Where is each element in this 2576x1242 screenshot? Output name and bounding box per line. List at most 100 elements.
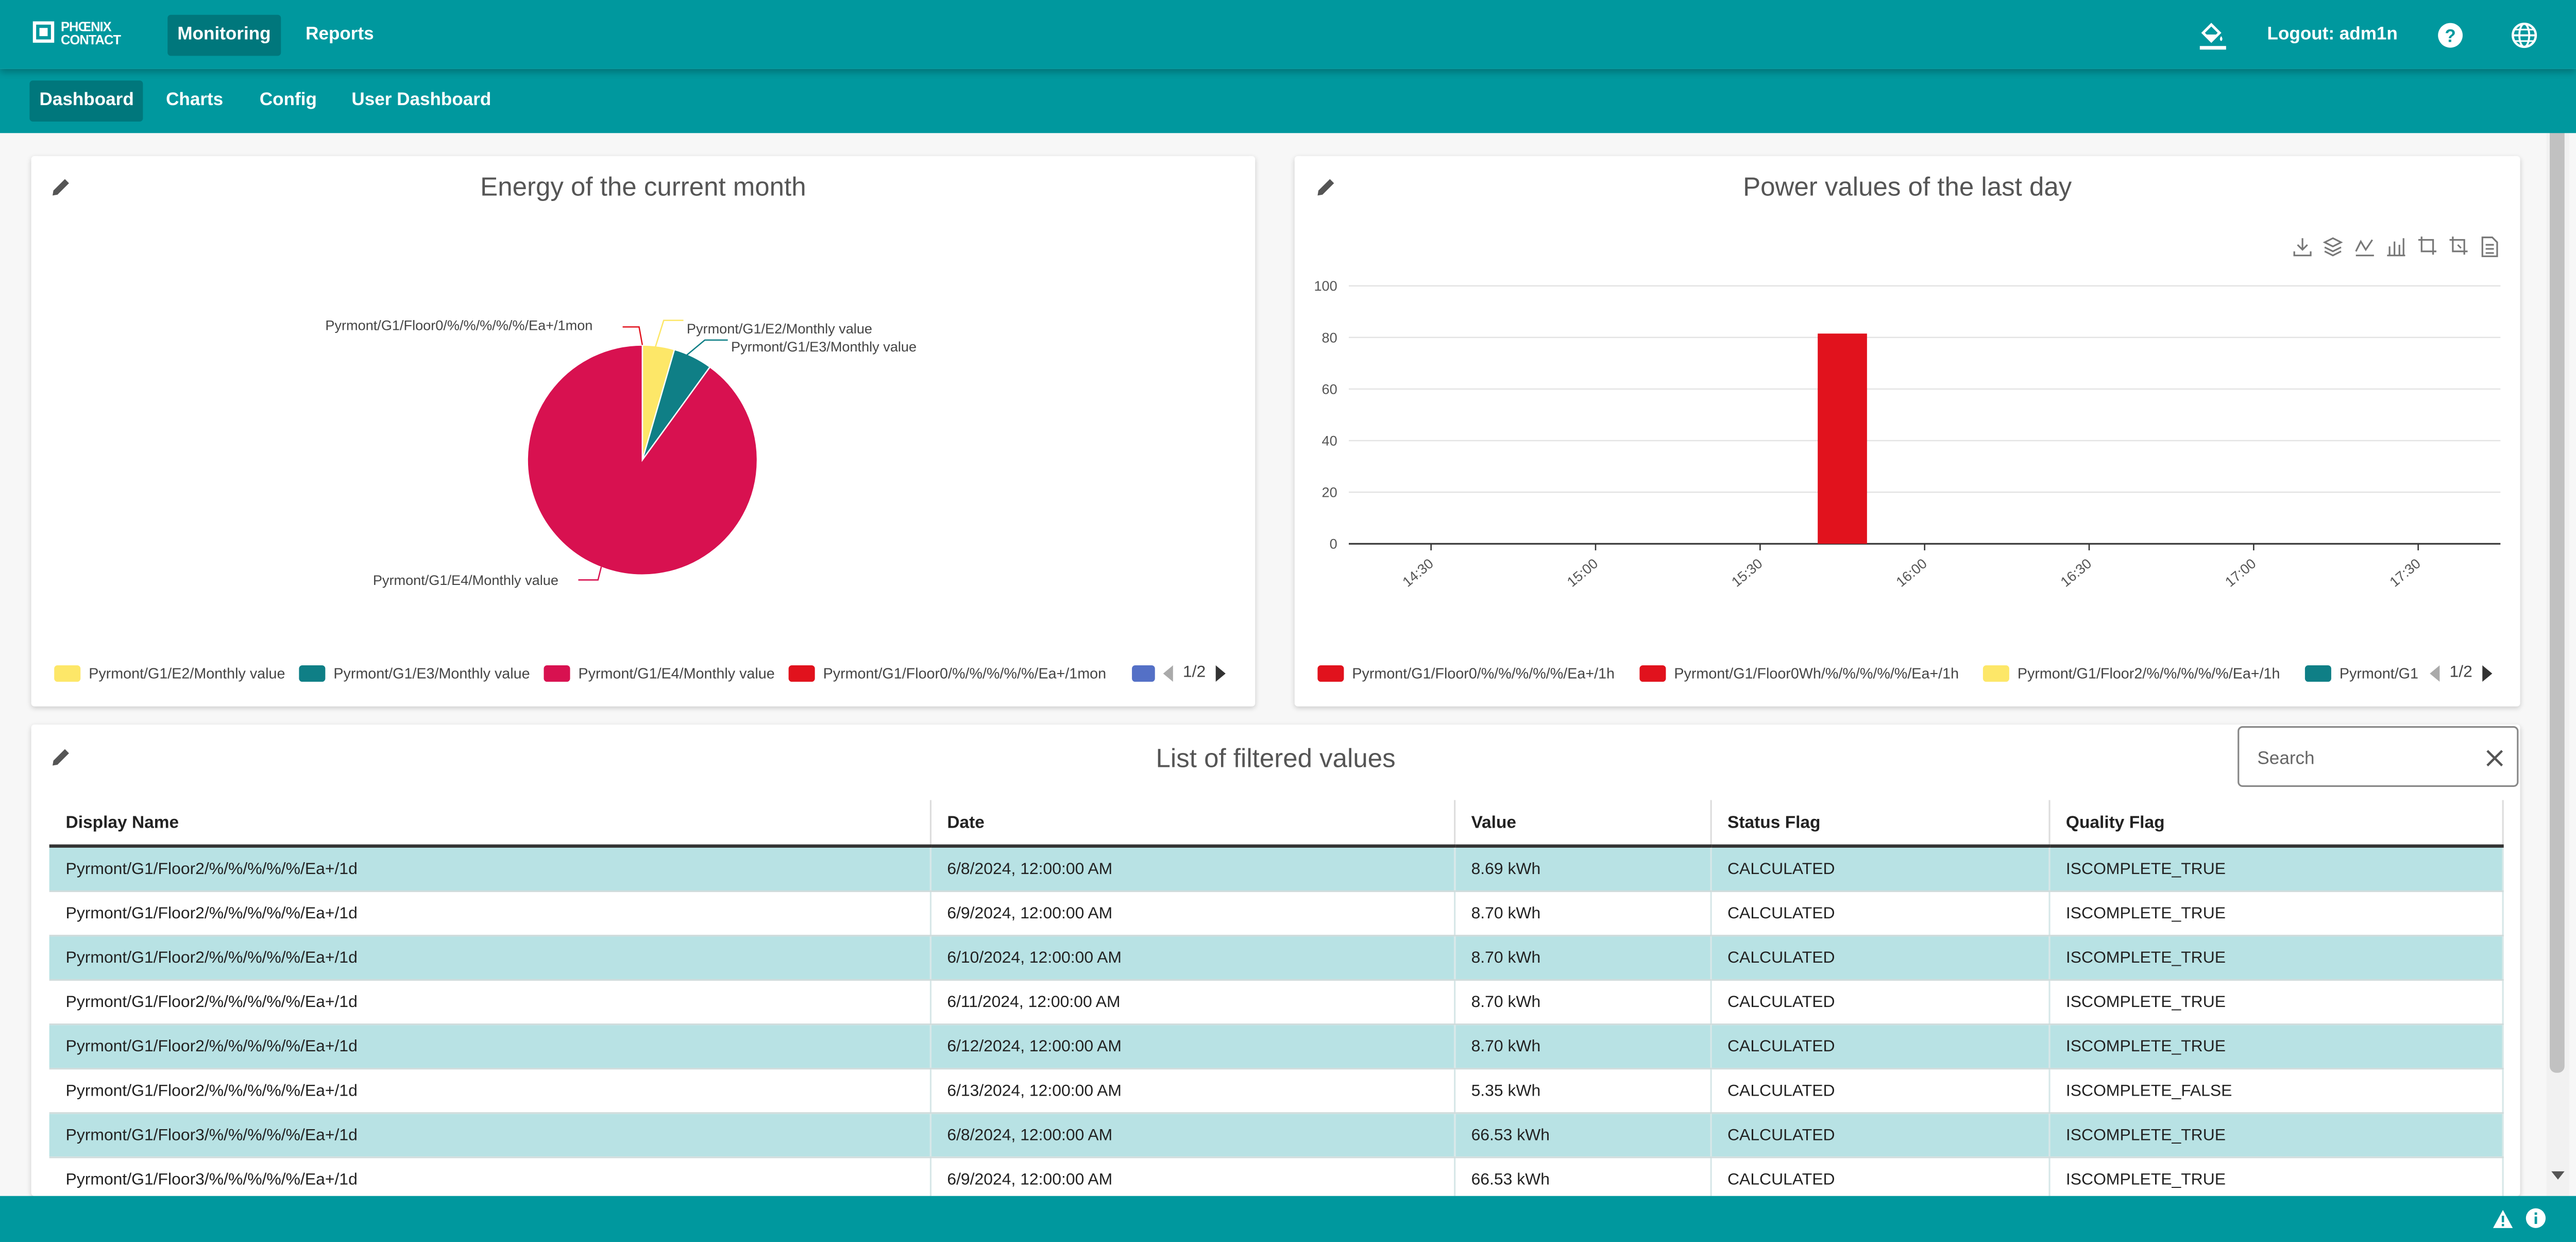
nav-reports[interactable]: Reports (306, 24, 374, 45)
table-row[interactable]: Pyrmont/G1/Floor2/%/%/%/%/%/Ea+/1d 6/13/2… (49, 1068, 2503, 1114)
col-header-quality-flag[interactable]: Quality Flag (2048, 800, 2503, 848)
warning-icon[interactable] (2492, 1209, 2513, 1229)
bar[interactable] (1818, 333, 1867, 544)
cell-display-name: Pyrmont/G1/Floor2/%/%/%/%/%/Ea+/1d (49, 1068, 931, 1114)
x-tick-label: 17:30 (2386, 555, 2424, 590)
table-row[interactable]: Pyrmont/G1/Floor2/%/%/%/%/%/Ea+/1d 6/8/20… (49, 846, 2503, 892)
line-chart-icon[interactable] (2355, 239, 2374, 257)
legend-item-more[interactable] (1132, 665, 1163, 682)
edit-pencil-icon[interactable] (49, 746, 73, 769)
table-row[interactable]: Pyrmont/G1/Floor3/%/%/%/%/%/Ea+/1d 6/8/20… (49, 1113, 2503, 1159)
cell-quality-flag: ISCOMPLETE_TRUE (2048, 1113, 2503, 1159)
bar-chart-icon[interactable] (2387, 238, 2405, 257)
cell-status-flag: CALCULATED (1710, 980, 2050, 1026)
subnav-charts[interactable]: Charts (166, 90, 224, 110)
legend-item-floor0wh-1h[interactable]: Pyrmont/G1/Floor0Wh/%/%/%/%/%/Ea+/1h (1639, 665, 1959, 682)
table-row[interactable]: Pyrmont/G1/Floor3/%/%/%/%/%/Ea+/1d 6/9/20… (49, 1157, 2503, 1196)
chart-toolbox (2293, 237, 2498, 257)
legend-item-floor0-1h[interactable]: Pyrmont/G1/Floor0/%/%/%/%/%/Ea+/1h (1317, 665, 1615, 682)
y-tick-label: 80 (1322, 329, 1337, 345)
info-icon[interactable] (2525, 1207, 2546, 1229)
legend-item-e3[interactable]: Pyrmont/G1/E3/Monthly value (299, 665, 530, 682)
cell-date: 6/13/2024, 12:00:00 AM (929, 1068, 1455, 1114)
pie-leader-line (655, 320, 684, 347)
footer-bar (0, 1196, 2576, 1242)
legend-swatch (1317, 665, 1344, 682)
col-header-date[interactable]: Date (929, 800, 1455, 848)
pie-leader-line (578, 566, 602, 581)
globe-icon[interactable] (2510, 21, 2538, 49)
legend-swatch (299, 665, 326, 682)
values-table: Display Name Date Value Status Flag Qual… (49, 800, 2503, 1196)
legend-swatch (54, 665, 81, 682)
cell-value: 66.53 kWh (1454, 1157, 1711, 1196)
logout-button[interactable]: Logout: adm1n (2267, 24, 2398, 45)
cell-value: 8.70 kWh (1454, 935, 1711, 981)
legend-swatch (544, 665, 570, 682)
cell-date: 6/8/2024, 12:00:00 AM (929, 1113, 1455, 1159)
bar-chart-card: Power values of the last day (1294, 156, 2520, 707)
table-row[interactable]: Pyrmont/G1/Floor2/%/%/%/%/%/Ea+/1d 6/11/2… (49, 980, 2503, 1026)
phoenix-contact-logo[interactable]: PHŒNIX CONTACT (32, 20, 140, 49)
scroll-down-arrow-icon[interactable] (2550, 1170, 2566, 1183)
pager-next-icon[interactable] (2482, 664, 2493, 681)
cell-value: 8.70 kWh (1454, 1024, 1711, 1070)
pie-label-e3: Pyrmont/G1/E3/Monthly value (731, 338, 917, 355)
cell-status-flag: CALCULATED (1710, 1157, 2050, 1196)
pie-slice[interactable] (527, 344, 758, 576)
paint-bucket-icon[interactable] (2198, 20, 2228, 51)
download-icon[interactable] (2293, 238, 2312, 257)
crop-icon[interactable] (2418, 237, 2436, 255)
legend-label: Pyrmont/G1/E4/Monthly value (578, 665, 775, 682)
subnav-dashboard[interactable]: Dashboard (29, 80, 144, 122)
nav-monitoring[interactable]: Monitoring (167, 14, 281, 56)
x-tick-label: 16:30 (2057, 555, 2094, 590)
legend-label: Pyrmont/G1/Floor0Wh/%/%/%/%/%/Ea+/1h (1674, 665, 1959, 682)
col-header-status-flag[interactable]: Status Flag (1710, 800, 2050, 848)
y-tick-label: 20 (1322, 484, 1337, 500)
page-scrollbar[interactable] (2546, 72, 2570, 1196)
col-header-display-name[interactable]: Display Name (49, 800, 931, 848)
table-title: List of filtered values (1156, 746, 1396, 774)
cell-status-flag: CALCULATED (1710, 1068, 2050, 1114)
x-tick-label: 15:30 (1728, 555, 1766, 590)
edit-pencil-icon[interactable] (1314, 176, 1337, 199)
table-row[interactable]: Pyrmont/G1/Floor2/%/%/%/%/%/Ea+/1d 6/10/2… (49, 935, 2503, 981)
legend-item-floor2-1h[interactable]: Pyrmont/G1/Floor2/%/%/%/%/%/Ea+/1h (1982, 665, 2280, 682)
subnav-user-dashboard[interactable]: User Dashboard (351, 90, 492, 110)
edit-pencil-icon[interactable] (49, 176, 73, 199)
scrollbar-thumb[interactable] (2550, 95, 2565, 1073)
crop-reset-icon[interactable] (2449, 237, 2468, 255)
search-input[interactable] (2254, 742, 2475, 776)
legend-item-e4[interactable]: Pyrmont/G1/E4/Monthly value (544, 665, 775, 682)
table-row[interactable]: Pyrmont/G1/Floor2/%/%/%/%/%/Ea+/1d 6/9/20… (49, 891, 2503, 937)
pager-next-icon[interactable] (1215, 664, 1226, 681)
subnav-config[interactable]: Config (259, 90, 317, 110)
close-icon[interactable] (2486, 749, 2504, 767)
cell-date: 6/9/2024, 12:00:00 AM (929, 891, 1455, 937)
cell-display-name: Pyrmont/G1/Floor2/%/%/%/%/%/Ea+/1d (49, 935, 931, 981)
help-icon[interactable]: ? (2436, 21, 2464, 49)
legend-item-more[interactable]: Pyrmont/G1 (2304, 665, 2418, 682)
table-row[interactable]: Pyrmont/G1/Floor2/%/%/%/%/%/Ea+/1d 6/12/2… (49, 1024, 2503, 1070)
x-tick-label: 17:00 (2222, 555, 2259, 590)
legend-label: Pyrmont/G1/E2/Monthly value (89, 665, 285, 682)
data-view-icon[interactable] (2481, 237, 2498, 257)
cell-quality-flag: ISCOMPLETE_TRUE (2048, 980, 2503, 1026)
cell-display-name: Pyrmont/G1/Floor3/%/%/%/%/%/Ea+/1d (49, 1113, 931, 1159)
legend-swatch (1132, 665, 1155, 682)
legend-swatch (1982, 665, 2009, 682)
bar-chart: 0 20 40 60 80 100 14:30 15:00 15:30 16:00 16:30 17:… (1314, 278, 2501, 590)
stack-icon[interactable] (2323, 237, 2343, 257)
col-header-value[interactable]: Value (1454, 800, 1711, 848)
cell-value: 8.70 kWh (1454, 980, 1711, 1026)
legend-item-e2[interactable]: Pyrmont/G1/E2/Monthly value (54, 665, 285, 682)
pager-prev-icon[interactable] (1163, 664, 1173, 681)
pie-leader-line (622, 326, 643, 345)
x-tick-label: 14:30 (1399, 555, 1436, 590)
cell-date: 6/12/2024, 12:00:00 AM (929, 1024, 1455, 1070)
pie-label-e4: Pyrmont/G1/E4/Monthly value (372, 572, 558, 589)
pager-prev-icon[interactable] (2430, 664, 2440, 681)
legend-item-floor0[interactable]: Pyrmont/G1/Floor0/%/%/%/%/%/Ea+/1mon (788, 665, 1106, 682)
bar-chart-title: Power values of the last day (1743, 174, 2072, 203)
